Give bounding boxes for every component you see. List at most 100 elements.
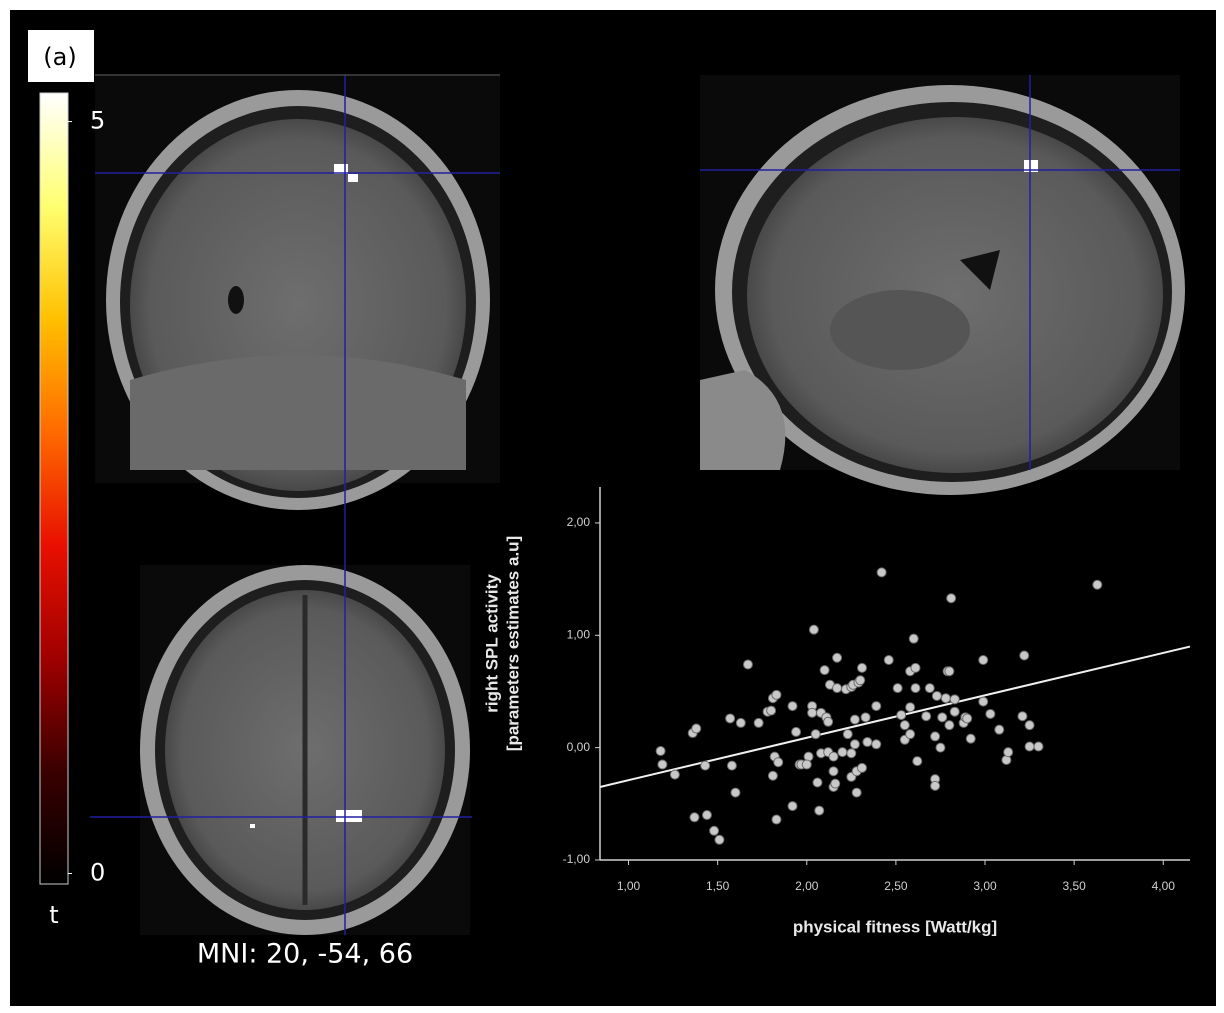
data-point	[900, 721, 909, 730]
data-point	[850, 715, 859, 724]
data-point	[656, 747, 665, 756]
panel-label: (a)	[43, 43, 76, 71]
coronal-slice	[95, 75, 500, 510]
data-point	[824, 717, 833, 726]
page: { "panel_label": "(a)", "coordinates": "…	[0, 0, 1224, 1013]
data-point	[788, 702, 797, 711]
data-point	[861, 713, 870, 722]
data-point	[936, 743, 945, 752]
data-point	[966, 734, 975, 743]
data-point	[1025, 742, 1034, 751]
data-point	[858, 663, 867, 672]
data-point	[1018, 712, 1027, 721]
data-point	[802, 760, 811, 769]
data-point	[820, 666, 829, 675]
y-tick-label: 2,00	[567, 515, 591, 529]
colorbar-label: t	[49, 901, 58, 929]
data-point	[938, 713, 947, 722]
data-point	[788, 802, 797, 811]
data-point	[850, 740, 859, 749]
x-tick-label: 2,50	[884, 879, 908, 893]
data-point	[833, 653, 842, 662]
data-point	[950, 707, 959, 716]
data-point	[702, 811, 711, 820]
data-point	[852, 788, 861, 797]
data-point	[809, 625, 818, 634]
data-point	[995, 725, 1004, 734]
data-point	[945, 721, 954, 730]
data-point	[911, 663, 920, 672]
data-point	[925, 684, 934, 693]
data-point	[884, 656, 893, 665]
y-tick-label: -1,00	[563, 852, 591, 866]
x-tick-label: 4,00	[1152, 879, 1176, 893]
data-point	[754, 718, 763, 727]
data-point	[1020, 651, 1029, 660]
data-point	[913, 757, 922, 766]
data-point	[829, 767, 838, 776]
data-point	[906, 730, 915, 739]
figure: (a) MNI: 20, -5	[0, 0, 1224, 1013]
y-tick-label: 1,00	[567, 627, 591, 641]
data-point	[986, 709, 995, 718]
data-point	[715, 835, 724, 844]
data-point	[931, 732, 940, 741]
data-point	[831, 779, 840, 788]
data-point	[893, 684, 902, 693]
x-tick-label: 1,00	[617, 879, 641, 893]
data-point	[811, 730, 820, 739]
data-point	[1034, 742, 1043, 751]
data-point	[932, 691, 941, 700]
data-point	[922, 712, 931, 721]
data-point	[658, 760, 667, 769]
data-point	[815, 806, 824, 815]
data-point	[941, 694, 950, 703]
colorbar-tick-label: 0	[90, 858, 105, 886]
data-point	[813, 778, 822, 787]
data-point	[767, 706, 776, 715]
data-point	[710, 826, 719, 835]
data-point	[1093, 580, 1102, 589]
data-point	[829, 752, 838, 761]
data-point	[838, 748, 847, 757]
data-point	[947, 594, 956, 603]
colorbar	[40, 93, 68, 884]
data-point	[863, 738, 872, 747]
data-point	[945, 667, 954, 676]
data-point	[701, 761, 710, 770]
y-axis-title: [parameters estimates a.u]	[503, 536, 522, 751]
data-point	[847, 749, 856, 758]
y-tick-label: 0,00	[567, 740, 591, 754]
data-point	[872, 740, 881, 749]
data-point	[979, 656, 988, 665]
coordinates: MNI: 20, -54, 66	[197, 939, 413, 970]
data-point	[727, 761, 736, 770]
data-point	[774, 758, 783, 767]
data-point	[963, 714, 972, 723]
data-point	[833, 684, 842, 693]
data-point	[736, 718, 745, 727]
x-tick-label: 2,00	[795, 879, 819, 893]
data-point	[772, 815, 781, 824]
data-point	[909, 634, 918, 643]
sagittal-slice	[700, 75, 1185, 495]
data-point	[768, 771, 777, 780]
data-point	[950, 695, 959, 704]
data-point	[792, 727, 801, 736]
data-point	[808, 708, 817, 717]
x-tick-label: 1,50	[706, 879, 730, 893]
x-tick-label: 3,50	[1062, 879, 1086, 893]
data-point	[692, 724, 701, 733]
data-point	[1004, 748, 1013, 757]
data-point	[726, 714, 735, 723]
data-point	[931, 781, 940, 790]
x-axis-title: physical fitness [Watt/kg]	[793, 917, 997, 936]
colorbar-tick-label: 5	[90, 107, 105, 135]
data-point	[690, 813, 699, 822]
data-point	[858, 763, 867, 772]
data-point	[911, 684, 920, 693]
data-point	[670, 770, 679, 779]
data-point	[743, 660, 752, 669]
data-point	[843, 730, 852, 739]
data-point	[877, 568, 886, 577]
